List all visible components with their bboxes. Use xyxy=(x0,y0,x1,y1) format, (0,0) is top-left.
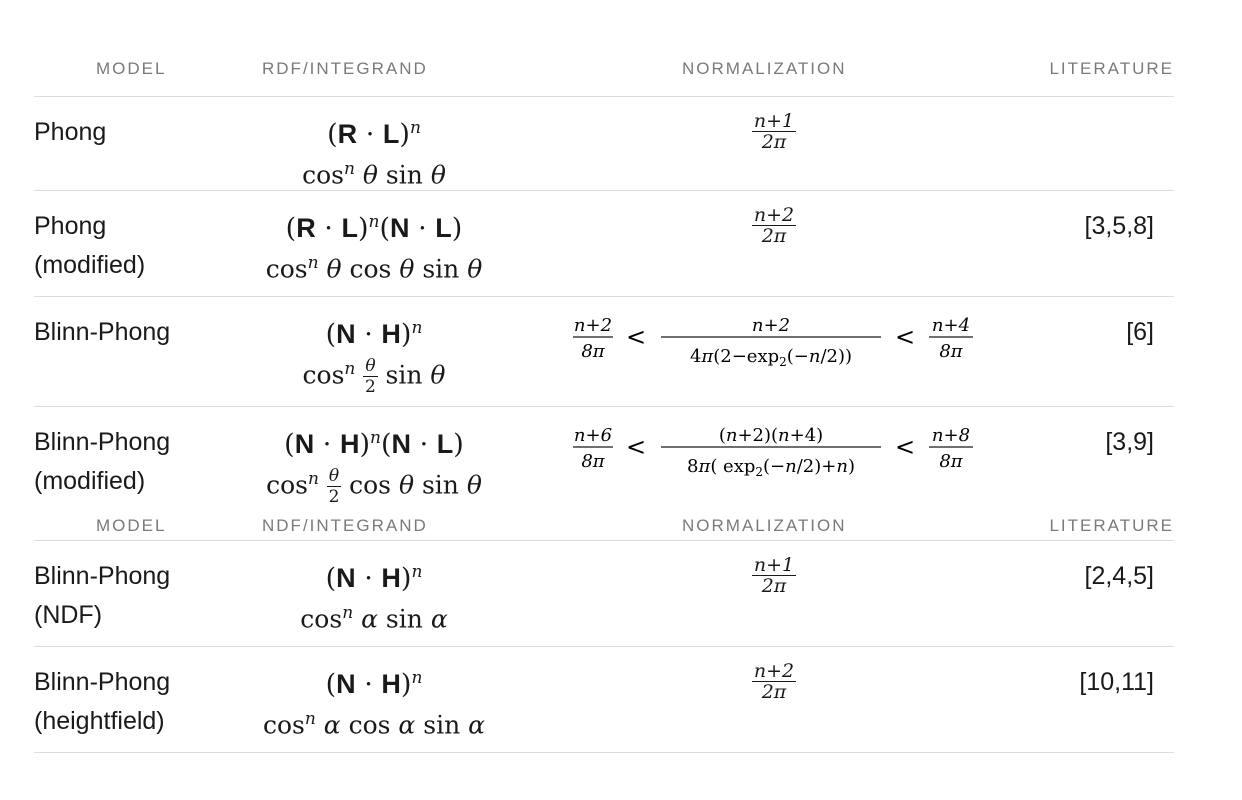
header-model: MODEL xyxy=(96,59,167,78)
table-row: Blinn-Phong (heightfield) (N · H)n cosn … xyxy=(34,647,1174,753)
model-name: Blinn-Phong (NDF) xyxy=(34,562,171,629)
svg-text:<: < xyxy=(626,433,646,461)
integrand: (R · L)n cosn θ sin θ xyxy=(302,118,446,190)
svg-text:8π: 8π xyxy=(939,451,963,472)
integrand: (N · H)n cosn α sin α xyxy=(300,562,448,634)
svg-text:n+2: n+2 xyxy=(752,315,790,336)
literature-refs: [10,11] xyxy=(1079,668,1154,696)
model-name: Blinn-Phong xyxy=(34,318,171,346)
table-row: Blinn-Phong (modified) (N · H)n(N · L) c… xyxy=(34,407,1174,514)
table-row: Blinn-Phong (NDF) (N · H)n cosn α sin α … xyxy=(34,541,1174,647)
header-literature: LITERATURE xyxy=(1049,516,1174,535)
header-normalization: NORMALIZATION xyxy=(682,59,847,78)
svg-text:n+4: n+4 xyxy=(932,315,970,336)
model-name: Blinn-Phong (heightfield) xyxy=(34,668,171,735)
table-row: Phong (modified) (R · L)n(N · L) cosn θ … xyxy=(34,191,1174,297)
svg-text:8π( exp2(−n/2)+n): 8π( exp2(−n/2)+n) xyxy=(687,456,855,479)
svg-text:<: < xyxy=(895,433,915,461)
svg-text:8π: 8π xyxy=(581,341,605,362)
integrand: (R · L)n(N · L) cosn θ cos θ sin θ xyxy=(265,212,483,284)
normalization: n+2 8π < n+2 4π(2−exp2(−n/2)) < n+4 8π xyxy=(524,311,1024,373)
normalization-table: MODEL RDF/INTEGRAND NORMALIZATION LITERA… xyxy=(34,40,1174,753)
svg-text:<: < xyxy=(895,323,915,351)
normalization: n+6 8π < (n+2)(n+4) 8π( exp2(−n/2)+n) < … xyxy=(524,421,1024,483)
header-normalization: NORMALIZATION xyxy=(682,516,847,535)
svg-text:(n+2)(n+4): (n+2)(n+4) xyxy=(719,425,823,446)
literature-refs: [3,5,8] xyxy=(1084,212,1155,240)
normalization: n+1 2π xyxy=(751,110,797,153)
integrand: (N · H)n cosn α cos α sin α xyxy=(262,668,486,740)
svg-text:n+6: n+6 xyxy=(574,425,612,446)
model-name: Phong (modified) xyxy=(34,212,146,279)
header-integrand: RDF/INTEGRAND xyxy=(262,59,428,78)
svg-text:n+2: n+2 xyxy=(574,315,612,336)
header-integrand: NDF/INTEGRAND xyxy=(262,516,428,535)
svg-text:4π(2−exp2(−n/2)): 4π(2−exp2(−n/2)) xyxy=(690,346,852,369)
svg-text:8π: 8π xyxy=(581,451,605,472)
normalization: n+2 2π xyxy=(751,204,797,247)
svg-text:n+8: n+8 xyxy=(932,425,970,446)
model-name: Blinn-Phong (modified) xyxy=(34,428,171,495)
svg-text:8π: 8π xyxy=(939,341,963,362)
table-header-ndf: MODEL NDF/INTEGRAND NORMALIZATION LITERA… xyxy=(34,514,1174,541)
normalization: n+1 2π xyxy=(751,554,797,597)
literature-refs: [3,9] xyxy=(1105,428,1154,456)
header-literature: LITERATURE xyxy=(1049,59,1174,78)
literature-refs: [2,4,5] xyxy=(1084,562,1155,590)
table-row: Phong (R · L)n cosn θ sin θ n+1 2π xyxy=(34,97,1174,191)
normalization: n+2 2π xyxy=(751,660,797,703)
svg-text:<: < xyxy=(626,323,646,351)
table-header: MODEL RDF/INTEGRAND NORMALIZATION LITERA… xyxy=(34,40,1174,97)
literature-refs: [6] xyxy=(1126,318,1154,346)
header-model: MODEL xyxy=(96,516,167,535)
model-name: Phong xyxy=(34,118,107,146)
